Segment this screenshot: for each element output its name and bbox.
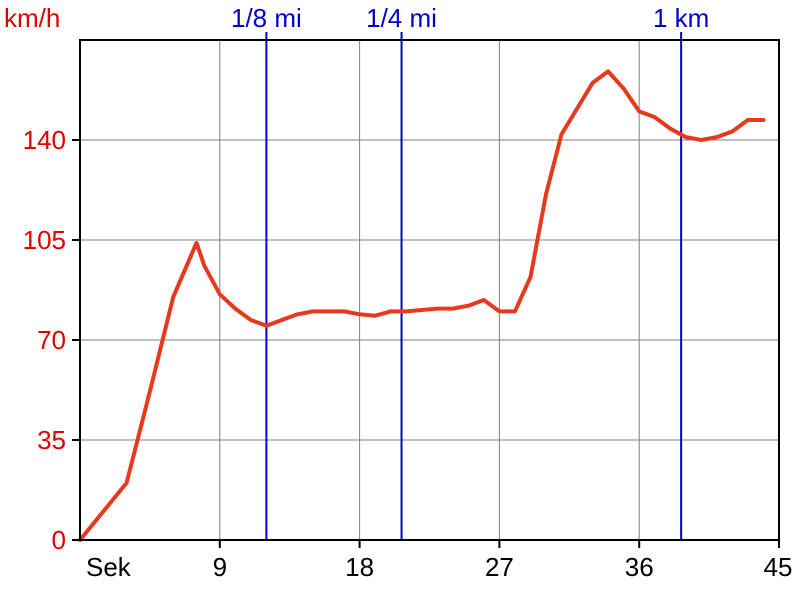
distance-marker-label: 1/4 mi bbox=[366, 3, 437, 33]
plot-frame bbox=[79, 39, 780, 541]
x-tick-label: 45 bbox=[764, 552, 793, 582]
y-tick-label: 105 bbox=[23, 225, 66, 255]
y-tick-label: 70 bbox=[37, 325, 66, 355]
y-tick-label: 140 bbox=[23, 125, 66, 155]
y-tick-label: 0 bbox=[52, 525, 66, 555]
grid bbox=[80, 40, 779, 540]
y-tick-label: 35 bbox=[37, 425, 66, 455]
x-tick-label: 27 bbox=[485, 552, 514, 582]
distance-marker-label: 1 km bbox=[653, 3, 709, 33]
series-layer bbox=[78, 69, 766, 542]
speed-series-line bbox=[78, 69, 766, 542]
y-tick-labels: 0 35 70 105 140 bbox=[23, 125, 80, 555]
x-tick-label: 36 bbox=[625, 552, 654, 582]
x-tick-labels: 9 18 27 36 45 bbox=[213, 540, 793, 582]
x-tick-label: 18 bbox=[345, 552, 374, 582]
x-axis-label: Sek bbox=[86, 552, 132, 582]
y-axis-label: km/h bbox=[4, 3, 60, 33]
distance-markers bbox=[265, 32, 683, 540]
x-tick-label: 9 bbox=[213, 552, 227, 582]
distance-marker-label: 1/8 mi bbox=[231, 3, 302, 33]
marker-labels: 1/8 mi 1/4 mi 1 km bbox=[231, 3, 709, 33]
